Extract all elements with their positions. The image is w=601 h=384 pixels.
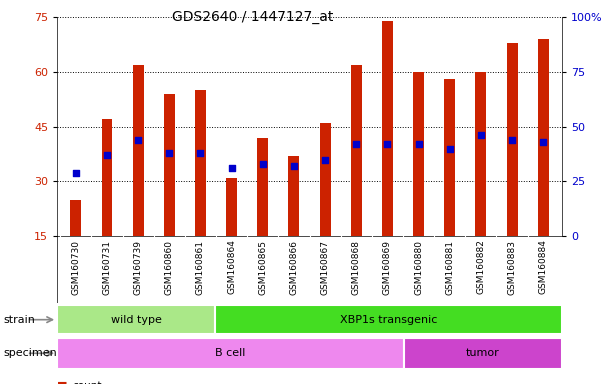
Bar	[444, 79, 455, 236]
Bar	[226, 178, 237, 236]
Point	[476, 132, 486, 139]
Text: GDS2640 / 1447127_at: GDS2640 / 1447127_at	[172, 10, 333, 23]
Text: ■: ■	[57, 381, 67, 384]
Text: strain: strain	[3, 314, 35, 325]
Bar	[288, 156, 299, 236]
Text: GSM160868: GSM160868	[352, 240, 361, 295]
Text: GSM160730: GSM160730	[72, 240, 81, 295]
Point	[383, 141, 392, 147]
Point	[289, 163, 299, 169]
Bar	[404, 338, 562, 369]
Point	[227, 165, 236, 171]
Bar	[133, 65, 144, 236]
Bar	[164, 94, 175, 236]
Bar	[475, 72, 486, 236]
Point	[413, 141, 423, 147]
Bar	[70, 200, 81, 236]
Bar	[382, 21, 393, 236]
Text: wild type: wild type	[111, 314, 162, 325]
Text: GSM160864: GSM160864	[227, 240, 236, 295]
Point	[445, 146, 454, 152]
Point	[258, 161, 267, 167]
Text: GSM160883: GSM160883	[508, 240, 517, 295]
Bar	[257, 138, 268, 236]
Point	[507, 137, 517, 143]
Text: GSM160865: GSM160865	[258, 240, 267, 295]
Bar	[507, 43, 517, 236]
Point	[133, 137, 143, 143]
Text: specimen: specimen	[3, 348, 56, 358]
Text: count: count	[72, 381, 102, 384]
Bar	[320, 123, 331, 236]
Bar	[351, 65, 362, 236]
Text: GSM160881: GSM160881	[445, 240, 454, 295]
Bar	[538, 39, 549, 236]
Text: GSM160861: GSM160861	[196, 240, 205, 295]
Text: GSM160869: GSM160869	[383, 240, 392, 295]
Bar	[413, 72, 424, 236]
Point	[196, 150, 206, 156]
Bar	[215, 305, 562, 334]
Text: tumor: tumor	[466, 348, 500, 358]
Bar	[57, 305, 215, 334]
Text: B cell: B cell	[215, 348, 246, 358]
Text: GSM160731: GSM160731	[102, 240, 111, 295]
Point	[71, 170, 81, 176]
Point	[165, 150, 174, 156]
Text: GSM160867: GSM160867	[320, 240, 329, 295]
Bar	[57, 338, 404, 369]
Point	[320, 157, 330, 163]
Text: GSM160880: GSM160880	[414, 240, 423, 295]
Point	[102, 152, 112, 158]
Text: GSM160860: GSM160860	[165, 240, 174, 295]
Bar	[102, 119, 112, 236]
Text: GSM160882: GSM160882	[477, 240, 486, 295]
Text: XBP1s transgenic: XBP1s transgenic	[340, 314, 437, 325]
Point	[538, 139, 548, 145]
Point	[352, 141, 361, 147]
Text: GSM160739: GSM160739	[133, 240, 142, 295]
Bar	[195, 90, 206, 236]
Text: GSM160866: GSM160866	[290, 240, 299, 295]
Text: GSM160884: GSM160884	[538, 240, 548, 295]
